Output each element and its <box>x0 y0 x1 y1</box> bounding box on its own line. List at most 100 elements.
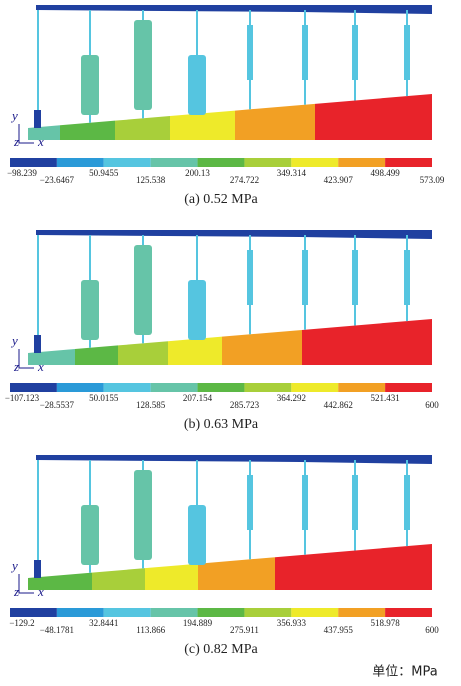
colorbar-segment <box>385 158 432 167</box>
colorbar-tick-label: 600 <box>425 625 439 635</box>
colorbar-tick-label: 285.723 <box>230 400 260 410</box>
colorbar-tick-label: 364.292 <box>277 393 306 403</box>
colorbar-segment <box>338 383 385 392</box>
deck-segment <box>275 544 432 590</box>
hanger-sleeve <box>352 25 358 80</box>
colorbar-tick-label: 600 <box>425 400 439 410</box>
hanger-sleeve <box>352 475 358 530</box>
colorbar-segment <box>10 158 57 167</box>
deck-segment <box>168 337 222 365</box>
colorbar-tick-label: 442.862 <box>324 400 353 410</box>
hanger-sleeve <box>188 505 206 565</box>
axis-label: x <box>37 584 44 599</box>
hanger-sleeve <box>404 475 410 530</box>
hanger-sleeve <box>188 55 206 115</box>
deck-segment <box>92 568 145 590</box>
axis-label: y <box>10 108 18 123</box>
deck-segment <box>75 345 118 365</box>
colorbar-segment <box>151 383 198 392</box>
colorbar-segment <box>291 608 338 617</box>
colorbar-segment <box>10 608 57 617</box>
colorbar-segment <box>244 158 291 167</box>
colorbar-tick-label: 113.866 <box>136 625 165 635</box>
colorbar-tick-label: 423.907 <box>324 175 354 185</box>
colorbar-segment <box>57 383 104 392</box>
panel-caption: (b) 0.63 MPa <box>184 417 259 432</box>
colorbar-tick-label: 498.499 <box>370 168 400 178</box>
left-support <box>34 560 41 578</box>
deck-segment <box>145 564 198 590</box>
hanger-sleeve <box>404 25 410 80</box>
colorbar-segment <box>198 158 245 167</box>
deck-segment <box>198 557 275 590</box>
colorbar-segment <box>10 383 57 392</box>
colorbar-segment <box>291 383 338 392</box>
colorbar-tick-label: −98.239 <box>7 168 37 178</box>
colorbar-segment <box>244 383 291 392</box>
top-chord <box>36 455 432 464</box>
colorbar-tick-label: 207.154 <box>183 393 213 403</box>
axis-label: x <box>37 134 44 149</box>
colorbar-tick-label: 521.431 <box>370 393 399 403</box>
colorbar-segment <box>151 608 198 617</box>
panel-caption: (c) 0.82 MPa <box>184 642 258 657</box>
deck-segment <box>115 116 170 140</box>
hanger-sleeve <box>134 245 152 335</box>
hanger-sleeve <box>81 505 99 565</box>
colorbar-tick-label: −129.2 <box>9 618 34 628</box>
colorbar-tick-label: 125.538 <box>136 175 166 185</box>
left-support <box>34 110 41 128</box>
deck-segment <box>222 330 302 365</box>
hanger-sleeve <box>134 20 152 110</box>
axis-label: y <box>10 333 18 348</box>
colorbar-tick-label: 356.933 <box>277 618 307 628</box>
unit-label: 单位：MPa <box>372 665 437 680</box>
colorbar-tick-label: 437.955 <box>324 625 354 635</box>
colorbar-tick-label: 128.585 <box>136 400 166 410</box>
colorbar-tick-label: −23.6467 <box>40 175 75 185</box>
axis-label: x <box>37 359 44 374</box>
colorbar-segment <box>385 608 432 617</box>
deck-segment <box>302 319 432 365</box>
deck-segment <box>60 121 115 140</box>
colorbar-segment <box>57 608 104 617</box>
hanger-sleeve <box>404 250 410 305</box>
colorbar-segment <box>57 158 104 167</box>
colorbar-tick-label: −48.1781 <box>40 625 74 635</box>
colorbar-tick-label: 275.911 <box>230 625 259 635</box>
hanger-sleeve <box>81 55 99 115</box>
left-support <box>34 335 41 353</box>
colorbar-tick-label: 573.09 <box>420 175 445 185</box>
colorbar-tick-label: −28.5537 <box>40 400 75 410</box>
colorbar-segment <box>338 158 385 167</box>
hanger-sleeve <box>188 280 206 340</box>
hanger-sleeve <box>302 475 308 530</box>
axis-label: z <box>13 584 19 599</box>
colorbar-tick-label: 194.889 <box>183 618 213 628</box>
hanger-sleeve <box>352 250 358 305</box>
colorbar-segment <box>104 158 151 167</box>
colorbar-tick-label: 32.8441 <box>89 618 118 628</box>
deck-segment <box>28 125 60 140</box>
hanger-sleeve <box>302 25 308 80</box>
colorbar-tick-label: −107.123 <box>5 393 40 403</box>
colorbar-segment <box>385 383 432 392</box>
panel-caption: (a) 0.52 MPa <box>184 192 258 207</box>
colorbar-segment <box>198 383 245 392</box>
hanger-sleeve <box>134 470 152 560</box>
colorbar-segment <box>104 383 151 392</box>
hanger-sleeve <box>247 475 253 530</box>
colorbar-tick-label: 274.722 <box>230 175 259 185</box>
axis-label: z <box>13 359 19 374</box>
hanger-sleeve <box>302 250 308 305</box>
colorbar-tick-label: 349.314 <box>277 168 307 178</box>
hanger-sleeve <box>247 250 253 305</box>
top-chord <box>36 230 432 239</box>
colorbar-tick-label: 50.0155 <box>89 393 119 403</box>
colorbar-segment <box>291 158 338 167</box>
colorbar-tick-label: 518.978 <box>370 618 400 628</box>
colorbar-segment <box>338 608 385 617</box>
panel: yz x −107.123−28.5537 50.0155 128.585 207.154… <box>5 230 439 432</box>
